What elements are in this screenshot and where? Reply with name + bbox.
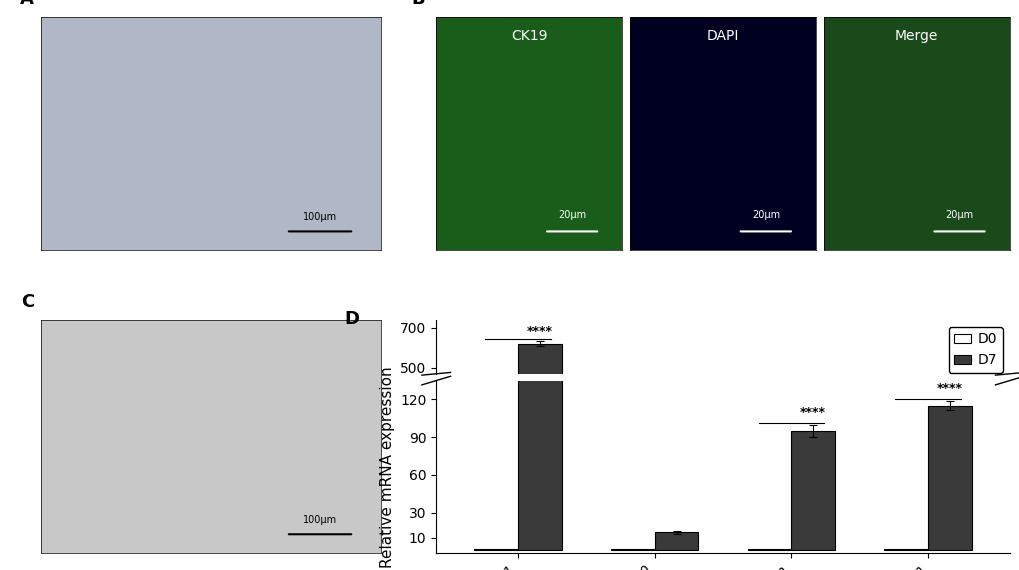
Text: ****: **** bbox=[935, 382, 962, 395]
Bar bbox=[927, 406, 971, 551]
Text: C: C bbox=[20, 292, 34, 311]
Bar bbox=[654, 532, 698, 551]
Text: 20μm: 20μm bbox=[557, 210, 586, 220]
Bar bbox=[791, 431, 835, 551]
Bar bbox=[518, 344, 561, 467]
Text: 100μm: 100μm bbox=[303, 212, 337, 222]
Text: DAPI: DAPI bbox=[706, 28, 739, 43]
Text: Merge: Merge bbox=[894, 28, 937, 43]
Text: ****: **** bbox=[527, 325, 552, 338]
Y-axis label: Relative mRNA expression: Relative mRNA expression bbox=[379, 366, 394, 568]
Bar bbox=[927, 445, 971, 467]
Bar bbox=[791, 449, 835, 467]
Bar bbox=[654, 465, 698, 467]
Text: 20μm: 20μm bbox=[751, 210, 780, 220]
Bar bbox=[747, 549, 791, 551]
Bar bbox=[474, 549, 518, 551]
Legend: D0, D7: D0, D7 bbox=[948, 327, 1002, 373]
Text: CK19: CK19 bbox=[511, 28, 547, 43]
Text: B: B bbox=[411, 0, 425, 8]
Text: ****: **** bbox=[799, 406, 825, 419]
Bar bbox=[883, 549, 927, 551]
Text: 100μm: 100μm bbox=[303, 515, 337, 525]
Text: 20μm: 20μm bbox=[945, 210, 972, 220]
Text: A: A bbox=[20, 0, 34, 8]
Bar bbox=[610, 549, 654, 551]
Bar bbox=[518, 0, 561, 551]
Text: D: D bbox=[344, 310, 359, 328]
